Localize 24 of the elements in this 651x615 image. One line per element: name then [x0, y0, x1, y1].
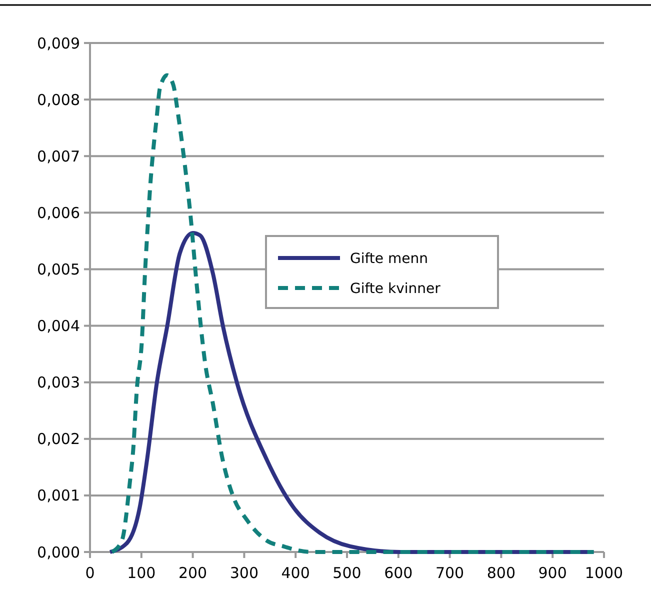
- x-tick-label: 400: [281, 564, 310, 582]
- y-tick-label: 0,005: [37, 260, 80, 278]
- legend-label: Gifte menn: [350, 250, 428, 267]
- y-tick-label: 0,003: [37, 374, 80, 392]
- legend-label: Gifte kvinner: [350, 280, 441, 297]
- x-tick-label: 900: [538, 564, 567, 582]
- y-tick-label: 0,009: [37, 34, 80, 52]
- line-series: [110, 73, 596, 554]
- x-tick-label: 100: [127, 564, 156, 582]
- y-tick-label: 0,001: [37, 486, 80, 505]
- y-tick-label: 0,002: [37, 430, 80, 448]
- y-tick-label: 0,008: [37, 90, 80, 109]
- x-tick-label: 1000: [584, 564, 624, 582]
- x-tick-label: 600: [384, 564, 413, 582]
- y-tick-label: 0,007: [37, 147, 80, 166]
- y-tick-label: 0,000: [37, 543, 80, 562]
- y-tick-label: 0,004: [37, 317, 80, 336]
- x-tick-label: 300: [230, 564, 259, 582]
- x-tick-label: 200: [178, 564, 208, 582]
- x-tick-label: 0: [85, 564, 95, 582]
- y-tick-label: 0,006: [37, 204, 80, 222]
- x-tick-label: 800: [486, 564, 516, 582]
- x-tick-label: 700: [435, 564, 464, 582]
- x-tick-label: 500: [332, 564, 362, 582]
